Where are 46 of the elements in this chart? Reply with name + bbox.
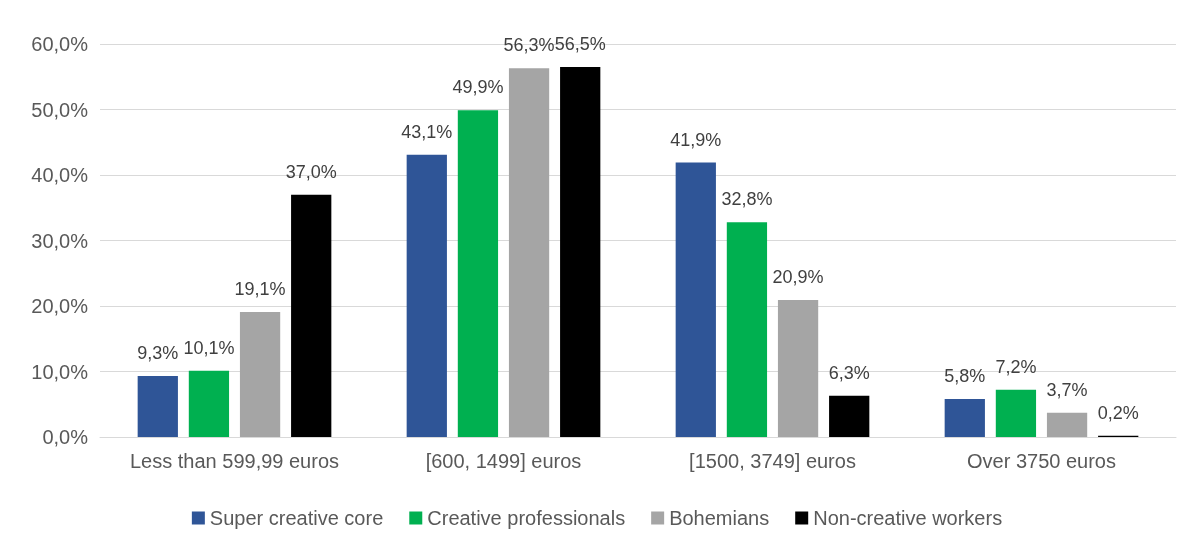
bar <box>291 194 332 437</box>
y-tick-label: 40,0% <box>31 164 89 186</box>
y-tick-label: 50,0% <box>31 98 89 121</box>
bar <box>944 399 985 437</box>
data-label: 43,1% <box>401 121 453 142</box>
data-label: 56,5% <box>554 33 606 54</box>
y-tick-label: 0,0% <box>42 426 89 448</box>
bar <box>1046 412 1088 437</box>
bar <box>239 311 281 437</box>
bar <box>508 68 550 437</box>
y-tick-label: 20,0% <box>31 295 89 317</box>
bar <box>137 376 178 437</box>
legend-label: Super creative core <box>209 507 384 529</box>
data-label: 32,8% <box>721 189 773 210</box>
data-label: 3,7% <box>1046 379 1088 400</box>
data-label: 37,0% <box>285 161 337 182</box>
data-label: 9,3% <box>137 343 179 364</box>
data-label: 0,2% <box>1097 402 1139 423</box>
legend-label: Non-creative workers <box>813 507 1003 529</box>
x-tick-label: Over 3750 euros <box>967 450 1116 472</box>
data-label: 10,1% <box>183 337 235 358</box>
bar <box>675 162 716 437</box>
y-tick-label: 60,0% <box>31 33 89 55</box>
data-label: 6,3% <box>828 362 870 383</box>
data-label: 5,8% <box>944 366 986 387</box>
bar <box>560 66 601 437</box>
bar <box>995 389 1037 437</box>
data-label: 56,3% <box>503 35 555 56</box>
data-label: 49,9% <box>452 77 504 98</box>
data-label: 41,9% <box>670 129 722 150</box>
data-label: 20,9% <box>772 267 824 288</box>
bar <box>406 154 447 437</box>
legend-label: Bohemians <box>669 507 770 529</box>
bar <box>829 395 870 437</box>
bar <box>726 222 768 437</box>
data-label: 19,1% <box>234 278 286 299</box>
x-tick-label: [1500, 3749] euros <box>689 450 856 472</box>
legend-label: Creative professionals <box>427 507 626 529</box>
x-tick-label: [600, 1499] euros <box>425 450 582 472</box>
y-tick-label: 30,0% <box>31 229 89 252</box>
bar <box>457 110 499 437</box>
bar <box>188 370 230 437</box>
data-label: 7,2% <box>995 356 1037 377</box>
y-tick-label: 10,0% <box>31 360 89 383</box>
bar <box>777 300 819 437</box>
x-tick-label: Less than 599,99 euros <box>129 450 340 472</box>
